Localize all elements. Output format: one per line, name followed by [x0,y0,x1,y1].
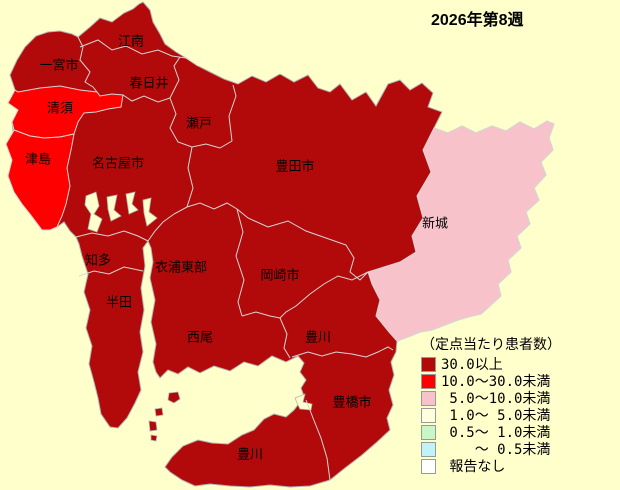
legend-label: 10.0〜30.0未満 [441,374,551,390]
legend-rows: 30.0以上 10.0〜30.0未満 5.0〜10.0未満 1.0〜 5.0未満 … [421,356,561,475]
island [154,407,164,417]
islands [148,391,181,442]
region-label-衣浦東部: 衣浦東部 [155,259,207,274]
island [150,434,158,442]
district-boundaries [75,36,394,481]
nagoya-port-inlet [106,194,122,222]
legend-item: 0.5〜 1.0未満 [421,424,561,441]
legend: （定点当たり患者数） 30.0以上 10.0〜30.0未満 5.0〜10.0未満 … [421,334,561,475]
toyohashi-port-inlet [294,393,313,411]
region-label-豊川: 豊川 [305,329,331,344]
legend-item: 30.0以上 [421,356,561,373]
legend-label: 30.0以上 [441,357,503,373]
legend-label: 1.0〜 5.0未満 [441,408,551,424]
legend-header: （定点当たり患者数） [421,336,561,352]
legend-swatch [421,373,436,389]
nagoya-port-inlet [125,191,139,215]
legend-swatch [421,424,436,440]
region-label-西尾: 西尾 [187,329,213,344]
region-label-江南: 江南 [118,33,144,48]
region-label-豊田市: 豊田市 [275,158,314,173]
region-label-瀬戸: 瀬戸 [186,115,212,130]
region-label-豊川: 豊川 [237,446,263,461]
region-label-津島: 津島 [25,151,51,166]
region-label-名古屋市: 名古屋市 [92,155,144,170]
legend-label: 〜 0.5未満 [441,442,551,458]
nagoya-port-inlet [84,191,103,233]
legend-swatch [421,441,436,457]
legend-label: 0.5〜 1.0未満 [441,425,551,441]
region-label-知多: 知多 [85,252,111,267]
legend-swatch [421,458,436,474]
page-title: 2026年第8週 [431,12,524,29]
legend-item: 〜 0.5未満 [421,441,561,458]
region-label-清須: 清須 [47,100,73,115]
region-label-岡崎市: 岡崎市 [260,267,299,282]
legend-item: 5.0〜10.0未満 [421,390,561,407]
legend-swatch [421,356,436,372]
legend-swatch [421,390,436,406]
region-kiyosu [7,85,124,139]
legend-item: 1.0〜 5.0未満 [421,407,561,424]
region-label-新城: 新城 [422,215,448,230]
legend-label: 報告なし [441,459,506,475]
region-shinshiro [367,120,555,342]
region-label-春日井: 春日井 [129,75,168,90]
legend-swatch [421,407,436,423]
port-inlets [84,191,313,411]
region-tsushima [5,129,75,231]
island [148,420,158,432]
island [167,391,181,404]
region-label-半田: 半田 [106,294,132,309]
nagoya-port-inlet [142,197,158,227]
region-label-豊橋市: 豊橋市 [332,394,371,409]
legend-item: 10.0〜30.0未満 [421,373,561,390]
legend-item: 報告なし [421,458,561,475]
region-label-一宮市: 一宮市 [39,57,78,72]
legend-label: 5.0〜10.0未満 [441,391,551,407]
